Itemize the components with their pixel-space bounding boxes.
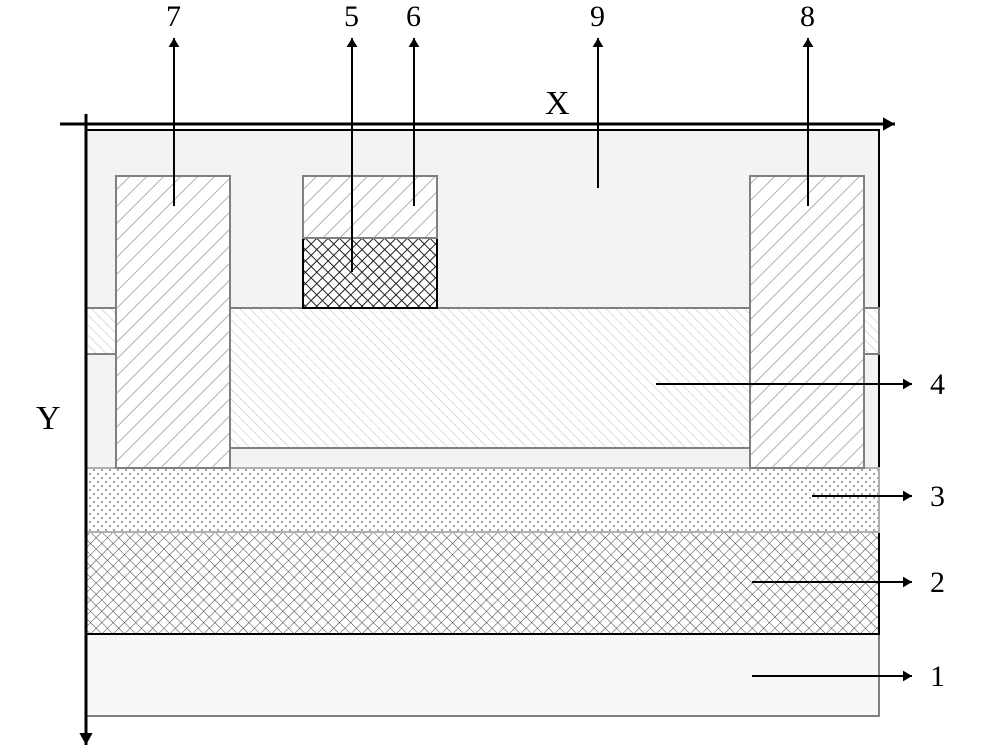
callout-num-8: 8 (800, 0, 815, 34)
axis-x-label: X (545, 85, 570, 123)
callout-num-3: 3 (930, 480, 945, 514)
callout-num-9: 9 (590, 0, 605, 34)
diagram-svg (0, 0, 1000, 752)
callout-num-1: 1 (930, 660, 945, 694)
diagram-stage: X Y 1 2 3 4 5 6 7 8 9 (0, 0, 1000, 752)
axis-y-label: Y (36, 400, 61, 438)
callout-num-7: 7 (166, 0, 181, 34)
callout-num-2: 2 (930, 566, 945, 600)
callout-num-6: 6 (406, 0, 421, 34)
callout-num-4: 4 (930, 368, 945, 402)
callout-num-5: 5 (344, 0, 359, 34)
